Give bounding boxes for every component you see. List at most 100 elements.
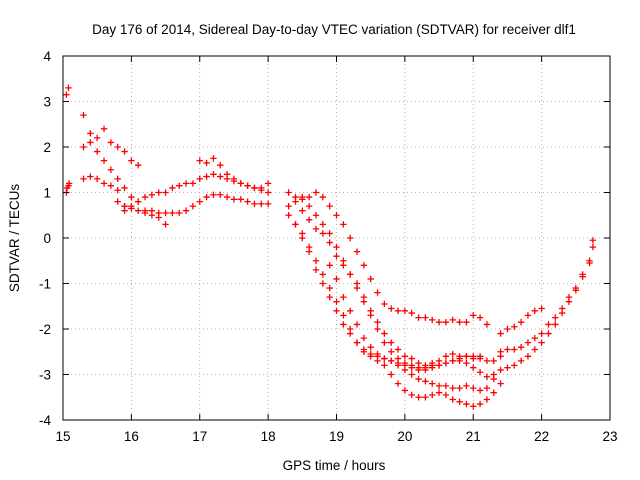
series-trace-h: [285, 193, 504, 371]
series-trace-a: [80, 111, 142, 169]
y-tick-labels: -4 -3 -2 -1 0 1 2 3 4: [39, 49, 52, 428]
data-point: [415, 314, 422, 321]
data-point: [135, 162, 142, 169]
data-point: [210, 155, 217, 162]
data-point: [429, 316, 436, 324]
data-point: [264, 189, 272, 196]
data-point: [517, 344, 525, 351]
data-point: [333, 212, 340, 219]
data-point: [360, 293, 368, 301]
data-point: [476, 353, 484, 360]
data-point: [360, 262, 368, 269]
y-tick-label: -2: [39, 322, 51, 337]
data-point: [189, 180, 197, 187]
data-point: [251, 184, 258, 192]
data-point: [367, 344, 374, 351]
data-point: [463, 382, 470, 390]
data-point: [319, 230, 327, 237]
data-point: [463, 359, 470, 367]
series-trace-f: [196, 155, 272, 192]
data-point: [415, 394, 422, 401]
y-tick-label: 2: [43, 140, 51, 155]
data-point: [93, 148, 101, 155]
data-point: [346, 330, 354, 337]
data-point: [100, 180, 108, 187]
data-point: [449, 350, 456, 358]
data-point: [408, 355, 415, 362]
data-point: [258, 184, 265, 192]
data-point: [381, 330, 388, 337]
data-point: [524, 353, 532, 360]
x-tick-label: 22: [534, 429, 549, 444]
data-point: [340, 293, 347, 301]
data-point: [217, 162, 224, 169]
data-point: [312, 212, 320, 219]
data-point: [511, 323, 518, 330]
data-point: [483, 321, 491, 328]
data-point: [558, 309, 566, 317]
data-point: [442, 318, 450, 326]
x-tick-label: 18: [261, 429, 276, 444]
data-point: [435, 382, 443, 390]
data-point: [497, 330, 504, 337]
data-point: [394, 346, 402, 353]
data-point: [100, 125, 108, 132]
data-point: [415, 375, 422, 383]
data-point: [456, 357, 463, 365]
data-point: [442, 353, 450, 360]
data-point: [388, 357, 395, 365]
data-point: [141, 193, 149, 201]
data-point: [456, 398, 463, 405]
data-point: [497, 366, 504, 374]
data-point: [476, 369, 484, 376]
data-point: [196, 198, 203, 205]
data-point: [244, 182, 251, 189]
y-tick-label: -4: [39, 413, 51, 428]
data-point: [552, 314, 559, 321]
data-point: [196, 175, 203, 183]
data-point: [538, 330, 545, 337]
data-point: [353, 321, 361, 328]
data-point: [292, 198, 299, 205]
data-point: [326, 202, 333, 210]
data-point: [401, 362, 409, 369]
data-point: [449, 396, 456, 403]
data-point: [121, 148, 128, 155]
data-point: [517, 357, 525, 365]
data-point: [388, 339, 395, 346]
data-point: [497, 348, 504, 355]
series-trace-k: [326, 262, 497, 394]
x-tick-label: 17: [192, 429, 207, 444]
data-point: [497, 380, 504, 387]
data-point: [210, 171, 217, 178]
data-point: [381, 355, 388, 362]
data-point: [353, 339, 361, 346]
data-point: [435, 318, 443, 326]
data-point: [182, 180, 190, 187]
data-point: [442, 391, 450, 399]
data-point: [107, 166, 115, 173]
data-point: [258, 200, 265, 208]
data-point: [169, 184, 176, 192]
data-point: [223, 171, 231, 178]
data-point: [552, 321, 559, 328]
data-point: [367, 307, 374, 314]
data-point: [435, 389, 443, 396]
data-point: [299, 193, 306, 201]
data-point: [429, 391, 436, 399]
data-point: [230, 196, 238, 203]
data-point: [353, 248, 361, 255]
data-point: [394, 380, 402, 387]
data-point: [114, 187, 121, 194]
data-point: [517, 318, 525, 326]
data-point: [483, 396, 491, 403]
data-point: [299, 234, 306, 242]
data-point: [312, 266, 320, 274]
data-point: [463, 400, 470, 408]
data-point: [470, 403, 477, 410]
data-point: [326, 284, 333, 292]
data-point: [264, 200, 272, 208]
data-point: [401, 353, 409, 360]
data-point: [196, 157, 203, 164]
data-point: [340, 321, 347, 328]
